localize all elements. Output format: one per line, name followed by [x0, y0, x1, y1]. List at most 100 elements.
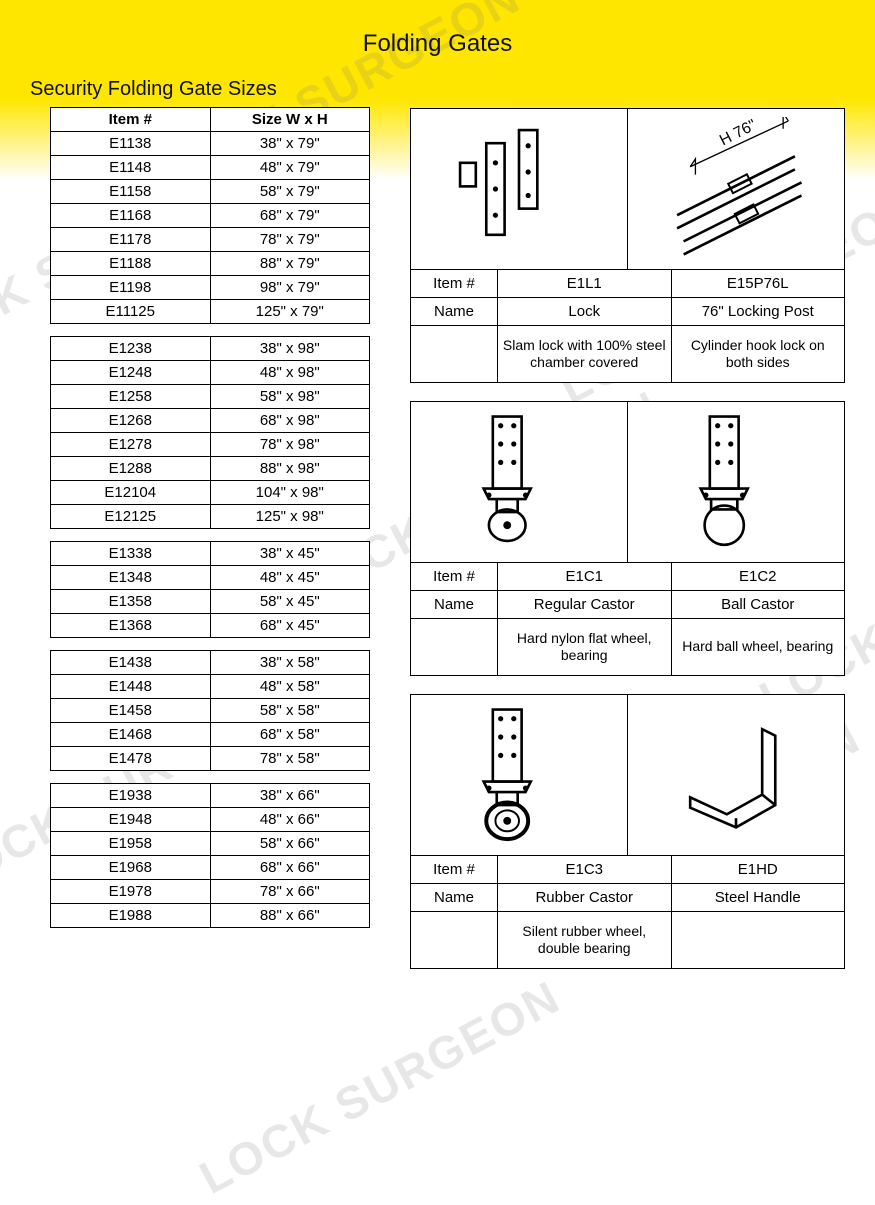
size-cell: 68" x 58": [210, 723, 370, 747]
table-row: E196868" x 66": [51, 856, 370, 880]
table-row: E123838" x 98": [51, 337, 370, 361]
table-row: E115858" x 79": [51, 180, 370, 204]
part-cell: Hard nylon flat wheel, bearing: [497, 619, 671, 675]
part-block: Item #E1C1E1C2NameRegular CastorBall Cas…: [410, 401, 845, 676]
part-row-label: Item #: [411, 270, 497, 297]
part-block: Item #E1C3E1HDNameRubber CastorSteel Han…: [410, 694, 845, 969]
size-cell: 38" x 66": [210, 784, 370, 808]
item-cell: E1138: [51, 132, 211, 156]
item-cell: E1258: [51, 385, 211, 409]
item-cell: E1198: [51, 276, 211, 300]
part-image-cell: [411, 402, 627, 562]
table-row: E127878" x 98": [51, 433, 370, 457]
table-row: E197878" x 66": [51, 880, 370, 904]
part-row: NameLock76" Locking Post: [411, 297, 844, 325]
table-row: E113838" x 79": [51, 132, 370, 156]
size-cell: 104" x 98": [210, 481, 370, 505]
part-images-row: [411, 109, 844, 269]
part-row: Item #E1C3E1HD: [411, 855, 844, 883]
part-image-cell: [627, 109, 844, 269]
part-illustration-icon: [447, 410, 591, 554]
left-column: Security Folding Gate Sizes Item #Size W…: [30, 78, 370, 987]
part-image-cell: [411, 109, 627, 269]
item-cell: E1338: [51, 542, 211, 566]
size-cell: 68" x 79": [210, 204, 370, 228]
part-cell: E1HD: [671, 856, 845, 883]
size-table: E123838" x 98"E124848" x 98"E125858" x 9…: [50, 336, 370, 529]
table-row: E119898" x 79": [51, 276, 370, 300]
item-cell: E1448: [51, 675, 211, 699]
part-cell: Hard ball wheel, bearing: [671, 619, 845, 675]
size-cell: 48" x 98": [210, 361, 370, 385]
size-cell: 38" x 58": [210, 651, 370, 675]
part-images-row: [411, 695, 844, 855]
part-cell: Regular Castor: [497, 591, 671, 618]
part-row: Silent rubber wheel, double bearing: [411, 911, 844, 968]
section-title: Security Folding Gate Sizes: [30, 78, 370, 101]
part-cell: 76" Locking Post: [671, 298, 845, 325]
item-cell: E1948: [51, 808, 211, 832]
item-cell: E1158: [51, 180, 211, 204]
table-row: E144848" x 58": [51, 675, 370, 699]
size-cell: 58" x 79": [210, 180, 370, 204]
size-cell: 78" x 66": [210, 880, 370, 904]
table-row: E134848" x 45": [51, 566, 370, 590]
size-cell: 68" x 66": [210, 856, 370, 880]
item-cell: E1478: [51, 747, 211, 771]
page-title: Folding Gates: [0, 0, 875, 58]
part-row-label-blank: [411, 326, 497, 382]
size-cell: 125" x 79": [210, 300, 370, 324]
part-illustration-icon: [447, 117, 591, 261]
part-cell: [671, 912, 845, 968]
table-row: E11125125" x 79": [51, 300, 370, 324]
table-row: E145858" x 58": [51, 699, 370, 723]
part-cell: E1L1: [497, 270, 671, 297]
item-cell: E1168: [51, 204, 211, 228]
size-cell: 58" x 45": [210, 590, 370, 614]
size-cell: 78" x 98": [210, 433, 370, 457]
item-cell: E1978: [51, 880, 211, 904]
item-cell: E1358: [51, 590, 211, 614]
item-cell: E1278: [51, 433, 211, 457]
part-row: Hard nylon flat wheel, bearingHard ball …: [411, 618, 844, 675]
part-row: Item #E1C1E1C2: [411, 562, 844, 590]
part-cell: Ball Castor: [671, 591, 845, 618]
table-row: E12125125" x 98": [51, 505, 370, 529]
size-cell: 58" x 66": [210, 832, 370, 856]
part-block: Item #E1L1E15P76LNameLock76" Locking Pos…: [410, 108, 845, 383]
part-illustration-icon: [664, 703, 808, 847]
item-cell: E1968: [51, 856, 211, 880]
size-cell: 78" x 79": [210, 228, 370, 252]
size-table: E133838" x 45"E134848" x 45"E135858" x 4…: [50, 541, 370, 638]
part-illustration-icon: [664, 117, 808, 261]
item-cell: E1238: [51, 337, 211, 361]
size-cell: 88" x 98": [210, 457, 370, 481]
item-cell: E1368: [51, 614, 211, 638]
part-row-label: Name: [411, 591, 497, 618]
table-header: Item #: [51, 108, 211, 132]
size-cell: 48" x 58": [210, 675, 370, 699]
item-cell: E1148: [51, 156, 211, 180]
size-cell: 38" x 45": [210, 542, 370, 566]
table-row: E125858" x 98": [51, 385, 370, 409]
size-cell: 38" x 79": [210, 132, 370, 156]
right-column: Item #E1L1E15P76LNameLock76" Locking Pos…: [410, 78, 845, 987]
size-cell: 98" x 79": [210, 276, 370, 300]
size-cell: 68" x 45": [210, 614, 370, 638]
size-table: E193838" x 66"E194848" x 66"E195858" x 6…: [50, 783, 370, 928]
table-row: E117878" x 79": [51, 228, 370, 252]
part-row: Item #E1L1E15P76L: [411, 269, 844, 297]
item-cell: E1938: [51, 784, 211, 808]
table-row: E118888" x 79": [51, 252, 370, 276]
table-row: E147878" x 58": [51, 747, 370, 771]
part-cell: Cylinder hook lock on both sides: [671, 326, 845, 382]
part-image-cell: [411, 695, 627, 855]
item-cell: E1188: [51, 252, 211, 276]
size-cell: 58" x 58": [210, 699, 370, 723]
item-cell: E12104: [51, 481, 211, 505]
part-cell: E1C1: [497, 563, 671, 590]
table-row: E195858" x 66": [51, 832, 370, 856]
item-cell: E1468: [51, 723, 211, 747]
item-cell: E11125: [51, 300, 211, 324]
table-row: E133838" x 45": [51, 542, 370, 566]
